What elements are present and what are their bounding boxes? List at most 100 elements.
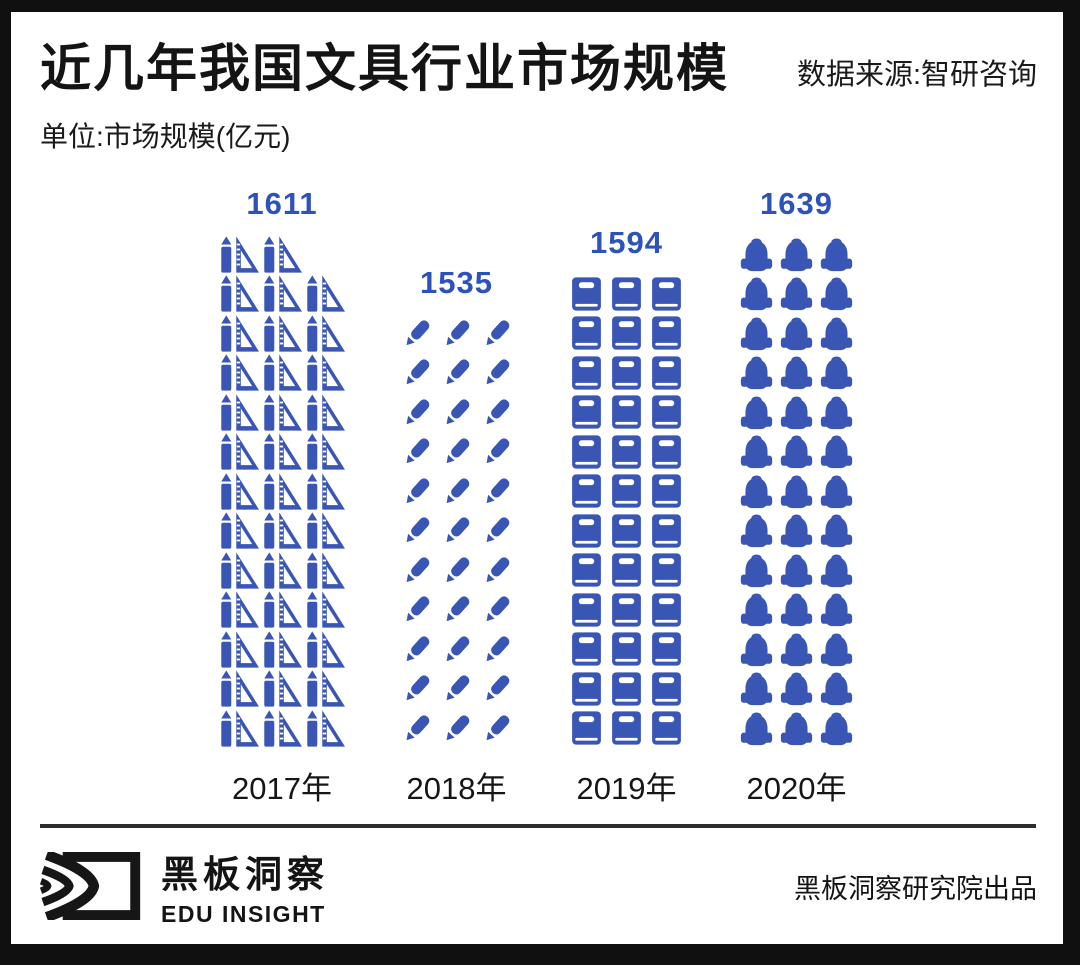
book-icon [567,353,607,393]
unit-label: 单位:市场规模(亿元) [40,121,291,153]
pencil-icon [437,432,477,472]
book-icon [647,669,687,709]
icon-row [567,630,687,670]
icon-row [218,353,347,393]
backpack-icon [737,353,777,393]
book-icon [607,669,647,709]
title-row: 近几年我国文具行业市场规模 数据来源:智研咨询 [40,40,1037,97]
pencil-ruler-icon [304,432,347,472]
icon-row [737,432,857,472]
pencil-ruler-icon [218,432,261,472]
backpack-icon [817,472,857,512]
pencil-icon [437,472,477,512]
book-icon [607,472,647,512]
icon-grid [218,235,347,749]
book-icon [607,432,647,472]
icon-row [737,472,857,512]
icon-row [218,472,347,512]
book-icon [567,314,607,354]
book-icon [647,432,687,472]
backpack-icon [777,274,817,314]
pencil-icon [397,669,437,709]
icon-row [567,709,687,749]
icon-grid [397,314,517,749]
value-label: 1639 [760,185,833,221]
value-label: 1594 [590,225,663,260]
pencil-icon [477,472,517,512]
icon-row [567,472,687,512]
pencil-ruler-icon [261,669,304,709]
pencil-ruler-icon [304,669,347,709]
pencil-icon [477,630,517,670]
book-icon [567,432,607,472]
backpack-icon [777,511,817,551]
pencil-icon [477,709,517,749]
pencil-icon [437,590,477,630]
icon-row [218,314,347,354]
icon-row [397,511,517,551]
pictogram-chart: 1611 [11,155,1063,824]
value-label: 1611 [246,185,318,221]
icon-row [218,551,347,591]
chart-column-2020年: 1639 [737,186,857,809]
icon-row [737,630,857,670]
backpack-icon [737,511,777,551]
pencil-ruler-icon [304,472,347,512]
pencil-ruler-icon [261,709,304,749]
book-icon [607,511,647,551]
page-title: 近几年我国文具行业市场规模 [40,40,730,97]
brand-block: 黑板洞察 EDU INSIGHT [40,844,329,928]
backpack-icon [777,472,817,512]
backpack-icon [817,511,857,551]
footer: 黑板洞察 EDU INSIGHT 黑板洞察研究院出品 [11,828,1063,944]
pencil-icon [397,590,437,630]
icon-row [567,353,687,393]
chart-column-2019年: 1594 [567,225,687,808]
backpack-icon [737,432,777,472]
pencil-ruler-icon [304,393,347,433]
pencil-icon [437,393,477,433]
year-label: 2019年 [576,771,677,806]
icon-row [218,669,347,709]
book-icon [607,709,647,749]
pencil-ruler-icon [304,274,347,314]
book-icon [607,274,647,314]
icon-row [397,353,517,393]
icon-row [567,314,687,354]
pencil-icon [437,314,477,354]
book-icon [607,393,647,433]
book-icon [647,393,687,433]
icon-row [737,314,857,354]
icon-row [218,630,347,670]
header: 近几年我国文具行业市场规模 数据来源:智研咨询 单位:市场规模(亿元) [11,12,1063,155]
book-icon [647,551,687,591]
book-icon [607,551,647,591]
pencil-ruler-icon [304,511,347,551]
book-icon [567,709,607,749]
backpack-icon [817,709,857,749]
pencil-ruler-icon [261,393,304,433]
icon-row [737,353,857,393]
year-label: 2020年 [746,771,847,806]
pencil-ruler-icon [218,235,261,275]
backpack-icon [817,353,857,393]
icon-row [397,709,517,749]
pencil-ruler-icon [218,551,261,591]
pencil-ruler-icon [218,393,261,433]
icon-row [737,709,857,749]
icon-row [397,472,517,512]
pencil-icon [437,551,477,591]
backpack-icon [737,393,777,433]
brand-name: 黑板洞察 [161,854,329,895]
pencil-icon [437,669,477,709]
book-icon [647,274,687,314]
book-icon [567,472,607,512]
pencil-icon [397,393,437,433]
icon-grid [567,274,687,748]
pencil-ruler-icon [261,274,304,314]
backpack-icon [817,432,857,472]
book-icon [647,590,687,630]
pencil-icon [477,590,517,630]
pencil-ruler-icon [218,314,261,354]
pencil-ruler-icon [304,590,347,630]
